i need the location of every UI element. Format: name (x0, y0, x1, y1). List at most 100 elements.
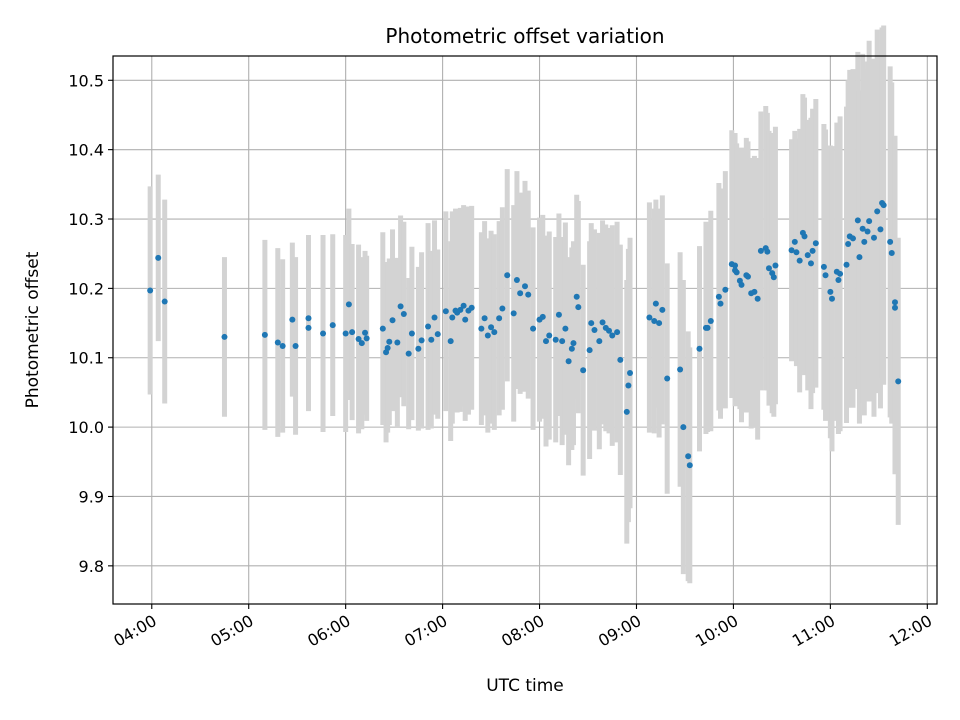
data-point (562, 325, 569, 332)
data-point (715, 293, 722, 300)
data-point (765, 265, 772, 272)
data-point (843, 261, 850, 268)
data-point (155, 254, 162, 261)
data-point (820, 263, 827, 270)
data-point (606, 327, 613, 334)
data-point (796, 257, 803, 264)
data-point (738, 281, 745, 288)
y-tick-label: 10.4 (68, 141, 104, 160)
data-point (555, 311, 562, 318)
data-point (449, 314, 456, 321)
y-axis-label: Photometric offset (23, 251, 43, 408)
data-point (591, 327, 598, 333)
data-point (481, 315, 488, 322)
data-point (570, 340, 577, 347)
data-point (754, 295, 761, 302)
data-point (617, 356, 624, 363)
data-point (656, 320, 663, 327)
data-point (358, 340, 365, 347)
data-point (599, 319, 606, 326)
data-point (696, 345, 703, 352)
data-point (546, 332, 553, 339)
x-tick-label: 12:00 (886, 611, 935, 651)
data-point (659, 306, 666, 313)
data-point (891, 304, 898, 311)
data-point (732, 262, 739, 269)
y-tick-label: 10.5 (68, 71, 104, 90)
data-point (362, 329, 369, 336)
data-points (147, 200, 902, 469)
data-point (751, 288, 758, 295)
data-point (552, 336, 559, 343)
data-point (329, 322, 336, 329)
data-point (517, 290, 524, 297)
data-point (415, 345, 422, 352)
x-tick-label: 08:00 (498, 611, 547, 651)
data-point (651, 317, 658, 324)
data-point (596, 338, 603, 345)
data-point (394, 339, 401, 346)
data-point (147, 287, 154, 294)
data-point (491, 329, 498, 336)
data-point (770, 274, 777, 281)
data-point (623, 408, 630, 415)
data-point (704, 324, 711, 331)
data-point (462, 316, 469, 323)
data-point (418, 337, 425, 344)
data-point (609, 332, 616, 339)
data-point (431, 314, 438, 321)
x-axis-label: UTC time (486, 676, 564, 696)
data-point (828, 295, 835, 302)
data-point (504, 272, 511, 279)
data-point (827, 288, 834, 295)
y-tick-label: 9.8 (79, 557, 104, 576)
data-point (568, 345, 575, 352)
data-point (835, 277, 842, 284)
data-point (522, 283, 528, 290)
data-point (707, 317, 714, 324)
y-tick-label: 10.2 (68, 279, 104, 298)
data-point (625, 382, 632, 389)
data-point (320, 330, 327, 337)
data-point (854, 217, 861, 224)
data-point (342, 330, 349, 337)
x-tick-label: 11:00 (789, 611, 838, 651)
data-point (812, 240, 819, 247)
data-point (442, 308, 449, 315)
data-point (677, 366, 684, 373)
data-point (891, 299, 898, 306)
data-point (161, 298, 168, 305)
y-tick-label: 10.0 (68, 418, 104, 437)
data-point (397, 303, 404, 310)
data-point (384, 345, 391, 352)
data-point (887, 238, 894, 245)
data-point (772, 262, 779, 269)
chart-title: Photometric offset variation (385, 24, 664, 48)
data-point (895, 378, 902, 385)
data-point (539, 313, 546, 320)
data-point (484, 332, 491, 339)
data-point (793, 249, 800, 256)
data-point (717, 300, 724, 307)
x-tick-label: 05:00 (207, 611, 256, 651)
data-point (261, 331, 268, 338)
data-point (856, 254, 863, 261)
data-point (447, 338, 454, 345)
x-tick-label: 09:00 (595, 611, 644, 651)
data-point (788, 247, 795, 254)
data-point (565, 358, 572, 365)
error-bars (147, 25, 901, 584)
data-point (363, 335, 370, 342)
data-point (345, 301, 352, 308)
y-tick-label: 9.9 (79, 487, 104, 506)
data-point (279, 342, 286, 349)
data-point (457, 306, 464, 313)
data-point (525, 291, 532, 298)
data-point (408, 330, 415, 337)
x-tick-label: 06:00 (304, 611, 353, 651)
data-point (809, 247, 816, 254)
data-point (888, 250, 895, 257)
data-point (807, 260, 814, 267)
data-point (428, 336, 435, 343)
data-point (722, 286, 729, 293)
